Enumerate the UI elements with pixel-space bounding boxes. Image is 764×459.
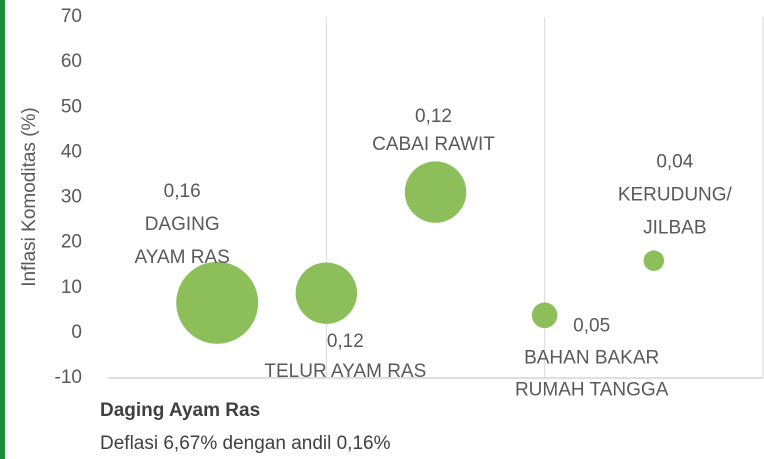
bubble-label: KERUDUNG/: [618, 185, 733, 206]
bubble: [295, 262, 358, 324]
y-tick-label: 60: [61, 51, 82, 72]
caption-title: Daging Ayam Ras: [100, 400, 260, 421]
caption-text: Deflasi 6,67% dengan andil 0,16%: [100, 433, 391, 454]
y-tick-label: 0: [71, 322, 82, 343]
bubble-label: AYAM RAS: [134, 247, 229, 268]
bubble-label: RUMAH TANGGA: [515, 379, 669, 400]
size-label: 0,12: [415, 106, 452, 127]
size-label: 0,05: [573, 315, 610, 336]
bubble: [176, 261, 259, 344]
y-axis-title: Inflasi Komoditas (%): [19, 107, 40, 287]
size-label: 0,16: [164, 181, 201, 202]
y-tick-label: 70: [61, 6, 82, 27]
accent-bar: [0, 0, 5, 459]
bubble: [531, 302, 558, 329]
size-label: 0,12: [327, 331, 364, 352]
y-tick-label: 20: [61, 232, 82, 253]
y-tick-label: 30: [61, 187, 82, 208]
bubble-label: JILBAB: [643, 218, 706, 239]
bubble-label: DAGING: [145, 214, 220, 235]
bubble-label: CABAI RAWIT: [372, 134, 495, 155]
bubble: [643, 250, 665, 271]
y-tick-label: 50: [61, 96, 82, 117]
y-tick-label: 40: [61, 141, 82, 162]
size-label: 0,04: [656, 152, 693, 173]
y-tick-label: 10: [61, 277, 82, 298]
bubble-label: TELUR AYAM RAS: [264, 361, 426, 382]
bubble: [404, 161, 467, 223]
bubble-label: BAHAN BAKAR: [524, 347, 659, 368]
y-tick-label: -10: [55, 367, 82, 388]
